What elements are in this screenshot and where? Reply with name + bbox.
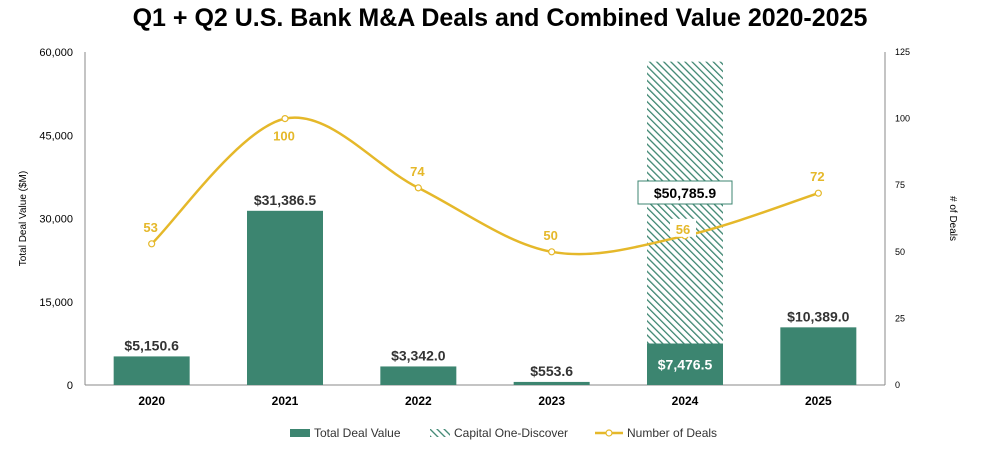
bar-total-deal-value	[380, 366, 457, 385]
y2-tick-label: 75	[895, 180, 905, 190]
deals-point	[148, 240, 156, 248]
bar-total-deal-value	[647, 343, 723, 385]
capital-one-label-box	[637, 180, 733, 205]
chart-title: Q1 + Q2 U.S. Bank M&A Deals and Combined…	[132, 4, 868, 32]
y-tick-label: 0	[67, 380, 73, 392]
y2-tick-label: 0	[895, 380, 900, 390]
legend-label-capital-one: Capital One-Discover	[454, 426, 568, 440]
legend-swatch-capital-one	[430, 429, 450, 437]
deal-count-label: 50	[543, 228, 557, 243]
deal-count-label: 74	[410, 164, 425, 179]
y-tick-label: 15,000	[39, 297, 73, 309]
x-tick-label: 2024	[672, 394, 699, 408]
axes-group: 0 15,000 30,000 45,000 60,000 0 25 50 75 100 125 To…	[18, 47, 958, 408]
bar-total-deal-value	[780, 327, 857, 385]
x-tick-label: 2020	[138, 394, 165, 408]
bar-value-label: $553.6	[530, 363, 573, 379]
y-tick-label: 60,000	[39, 47, 73, 59]
bar-value-label: $5,150.6	[124, 337, 179, 353]
bar-value-label: $10,389.0	[787, 308, 849, 324]
y2-axis-title: # of Deals	[947, 196, 958, 241]
y2-tick-label: 25	[895, 313, 905, 323]
x-tick-label: 2022	[405, 394, 432, 408]
y2-tick-label: 100	[895, 114, 910, 124]
bar-total-deal-value	[247, 210, 323, 385]
deals-point	[414, 184, 422, 192]
bar-value-label: $7,476.5	[658, 356, 713, 372]
deal-count-label: 56	[676, 222, 690, 237]
x-tick-label: 2023	[538, 394, 565, 408]
y-tick-label: 30,000	[39, 214, 73, 226]
bars-group	[113, 61, 857, 386]
legend-label-deals: Number of Deals	[627, 426, 717, 440]
deal-label-bg	[670, 218, 696, 237]
bar-total-deal-value	[513, 381, 590, 385]
bar-value-label: $31,386.5	[254, 192, 316, 208]
y-axis-title: Total Deal Value ($M)	[18, 171, 29, 266]
legend-label-total: Total Deal Value	[314, 426, 401, 440]
y-tick-label: 45,000	[39, 130, 73, 142]
legend-swatch-total	[290, 429, 310, 437]
bar-total-deal-value	[113, 356, 190, 385]
labels-group: $5,150.6 $31,386.5 $3,342.0 $553.6 $7,476.5 $…	[124, 129, 849, 379]
capital-one-value-label: $50,785.9	[654, 185, 716, 201]
deal-count-label: 100	[273, 129, 295, 144]
deal-count-label: 53	[143, 220, 157, 235]
y2-tick-label: 50	[895, 247, 905, 257]
deal-count-label: 72	[810, 169, 824, 184]
bar-value-label: $3,342.0	[391, 347, 446, 363]
deals-point	[814, 189, 822, 197]
deals-point	[548, 248, 556, 256]
x-tick-label: 2025	[805, 394, 832, 408]
deals-point	[281, 114, 289, 123]
legend-marker-deals	[605, 429, 613, 437]
x-tick-label: 2021	[272, 394, 299, 408]
legend: Total Deal Value Capital One-Discover Numb…	[290, 426, 717, 440]
y2-tick-label: 125	[895, 47, 910, 57]
